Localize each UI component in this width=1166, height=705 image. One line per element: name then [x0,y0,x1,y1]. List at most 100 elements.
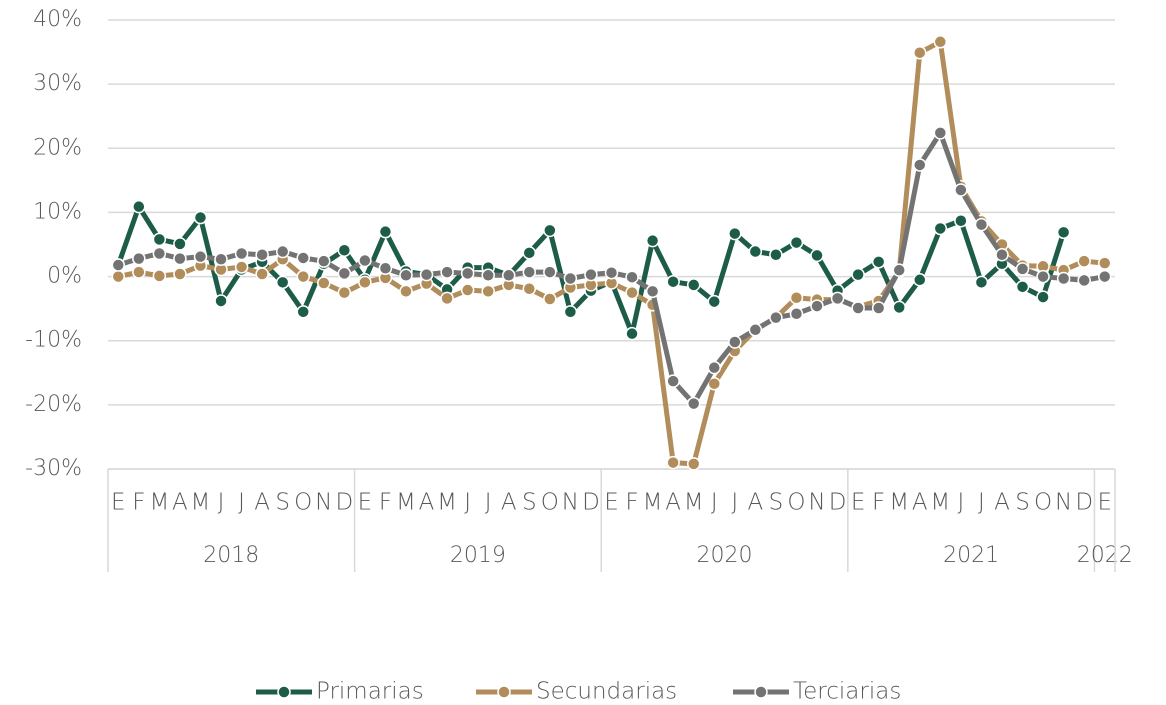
series-point [1015,262,1030,276]
series-point [132,199,146,214]
series-point [686,457,701,471]
series-point [1056,271,1071,286]
series-point [255,248,269,262]
series-point [193,249,208,264]
series-point [913,158,927,172]
series-point [152,269,167,283]
series-point [132,265,146,279]
series-point [1015,280,1030,294]
series-point [810,248,824,263]
series-point [1097,269,1112,284]
x-tick-label: D [829,490,847,516]
series-point [214,252,228,267]
x-tick-label: S [1015,490,1030,516]
series-point [666,374,680,388]
series-point [522,282,537,296]
series-point [913,45,927,60]
series-point [584,267,598,282]
series-point [111,258,126,272]
series-point [460,283,475,297]
x-tick-label: S [522,490,537,516]
series-point [378,224,393,239]
x-tick-label: J [464,490,471,516]
x-tick-label: S [275,490,290,516]
y-tick-label: -30% [25,456,82,481]
x-tick-label: D [582,490,600,516]
series-point [913,273,927,287]
series-point [871,255,886,269]
x-tick-label: A [747,490,763,516]
x-tick-label: A [665,490,681,516]
series-point [296,251,310,265]
x-tick-label: A [254,490,270,516]
series-point [892,263,906,277]
series-point [974,217,989,232]
year-label: 2018 [203,543,259,568]
x-tick-label: M [149,490,169,516]
series-point [748,323,763,337]
x-tick-label: M [437,490,457,516]
series-point [1036,290,1050,304]
y-tick-label: -20% [25,392,82,417]
x-tick-label: N [1055,490,1072,516]
series-point [625,326,639,341]
series-point [255,267,269,281]
series-point [543,223,557,238]
series-point [1056,225,1071,240]
x-tick-label: J [957,490,964,516]
x-tick-label: E [604,490,619,516]
y-tick-label: 20% [33,135,82,160]
series-point [686,278,701,292]
x-tick-label: F [132,490,145,516]
series-point [933,126,948,140]
series-point [707,294,722,309]
series-point [728,226,742,241]
series-point [892,300,906,315]
series-point [645,233,660,248]
series-point [1077,273,1091,288]
legend-label: Primarias [316,679,424,705]
series-point [789,290,804,305]
series-point [337,285,352,300]
x-tick-label: E [1097,490,1112,516]
year-label: 2020 [697,543,753,568]
series-point [728,335,742,349]
x-tick-label: M [889,490,909,516]
y-tick-label: 40% [33,7,82,32]
series-point [933,221,948,236]
x-tick-label: N [562,490,579,516]
series-point [789,307,804,321]
series-point [625,285,639,300]
series-point [522,246,537,260]
series-point [954,183,968,197]
y-tick-label: 10% [33,199,82,224]
series-point [399,284,413,299]
legend-marker [497,685,511,699]
series-point [995,248,1009,262]
x-tick-label: O [787,490,805,516]
x-tick-label: J [731,490,738,516]
x-tick-label: M [643,490,663,516]
x-tick-label: J [218,490,225,516]
series-point [1077,254,1091,268]
series-point [543,265,557,279]
series-point [707,376,722,391]
series-point [337,266,352,281]
series-point [645,284,660,299]
x-tick-label: J [978,490,985,516]
series-point [974,275,989,290]
series-point [275,244,290,259]
legend-marker [277,685,291,699]
x-tick-label: F [379,490,392,516]
x-tick-label: A [172,490,188,516]
series-point [769,248,783,262]
x-tick-label: O [541,490,559,516]
series-point [769,310,783,325]
x-tick-label: D [335,490,353,516]
series-point [563,305,578,319]
series-point [152,246,167,261]
x-tick-label: E [851,490,866,516]
series-point [543,292,557,306]
series-point [851,301,865,315]
